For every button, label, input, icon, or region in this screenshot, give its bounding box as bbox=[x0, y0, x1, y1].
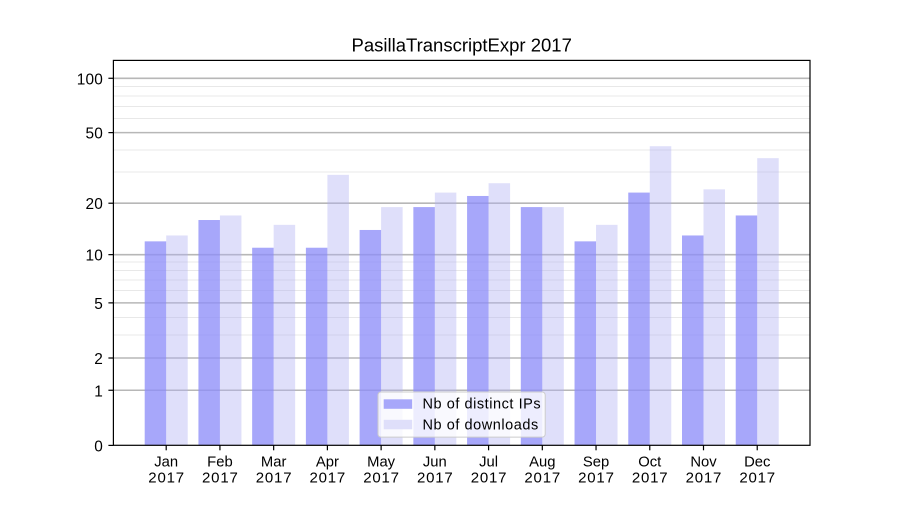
svg-text:0: 0 bbox=[94, 438, 103, 455]
svg-text:Nov: Nov bbox=[690, 455, 717, 471]
svg-text:2017: 2017 bbox=[632, 469, 669, 486]
svg-text:2017: 2017 bbox=[578, 469, 615, 486]
svg-text:10: 10 bbox=[85, 248, 103, 265]
svg-text:Jun: Jun bbox=[423, 455, 447, 471]
svg-text:Nb of distinct IPs: Nb of distinct IPs bbox=[423, 396, 542, 412]
svg-text:1: 1 bbox=[94, 383, 103, 400]
svg-text:Dec: Dec bbox=[744, 455, 771, 471]
svg-text:100: 100 bbox=[77, 71, 103, 88]
svg-text:Aug: Aug bbox=[529, 455, 555, 471]
svg-text:20: 20 bbox=[85, 196, 103, 213]
svg-text:2017: 2017 bbox=[686, 469, 723, 486]
svg-text:Sep: Sep bbox=[583, 455, 609, 471]
svg-text:May: May bbox=[367, 455, 396, 471]
svg-text:2: 2 bbox=[94, 351, 103, 368]
svg-text:Oct: Oct bbox=[638, 455, 661, 471]
svg-text:2017: 2017 bbox=[363, 469, 400, 486]
svg-text:2017: 2017 bbox=[417, 469, 454, 486]
svg-text:2017: 2017 bbox=[739, 469, 776, 486]
svg-text:2017: 2017 bbox=[524, 469, 561, 486]
svg-text:2017: 2017 bbox=[310, 469, 347, 486]
svg-text:PasillaTranscriptExpr 2017: PasillaTranscriptExpr 2017 bbox=[352, 34, 572, 55]
svg-text:2017: 2017 bbox=[148, 469, 185, 486]
svg-text:5: 5 bbox=[94, 296, 103, 313]
svg-text:2017: 2017 bbox=[471, 469, 508, 486]
svg-text:Jul: Jul bbox=[479, 455, 498, 471]
svg-text:Mar: Mar bbox=[261, 455, 287, 471]
svg-text:2017: 2017 bbox=[202, 469, 239, 486]
svg-text:50: 50 bbox=[85, 126, 103, 143]
svg-text:Apr: Apr bbox=[316, 455, 339, 471]
svg-text:Feb: Feb bbox=[207, 455, 233, 471]
svg-text:Jan: Jan bbox=[154, 455, 178, 471]
svg-text:2017: 2017 bbox=[256, 469, 293, 486]
svg-text:Nb of downloads: Nb of downloads bbox=[423, 418, 539, 434]
